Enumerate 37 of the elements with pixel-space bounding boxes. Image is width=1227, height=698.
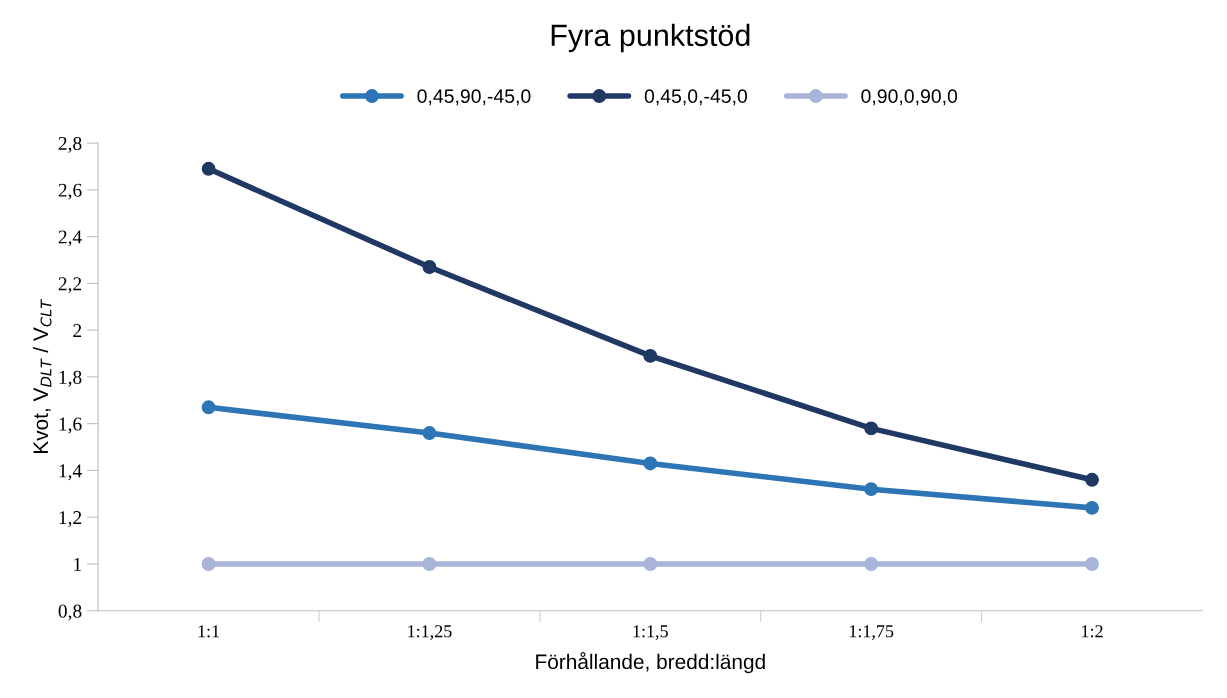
y-tick-label: 1,2: [59, 511, 82, 527]
point: [864, 557, 879, 571]
point: [643, 557, 658, 571]
point: [422, 260, 437, 274]
point: [1085, 557, 1099, 571]
point: [201, 400, 216, 415]
point: [422, 557, 437, 571]
y-tick-label: 0,8: [58, 604, 82, 621]
legend-label: 0,45,90,-45,0: [417, 89, 531, 106]
point: [201, 557, 216, 571]
point: [1085, 500, 1099, 515]
y-tick-label: 1,6: [59, 417, 82, 434]
y-tick-label: 2: [73, 324, 82, 337]
x-tick-label: 1:1: [198, 625, 220, 638]
point: [1085, 472, 1099, 487]
y-tick-label: 2,4: [58, 230, 82, 247]
point: [422, 426, 437, 440]
y-tick-label: 1,8: [59, 370, 82, 387]
y-tick-label: 2,6: [58, 183, 82, 200]
legend-label: 0,45,0,-45,0: [644, 89, 748, 106]
x-tick-label: 1:2: [1082, 625, 1103, 638]
point: [864, 482, 879, 497]
chart-title: Fyra punktstöd: [551, 23, 750, 53]
x-tick-label: 1:1,75: [849, 625, 894, 640]
y-tick-label: 2,8: [58, 136, 82, 153]
x-axis-title: Förhållande, bredd:längd: [536, 652, 765, 674]
legend-label: 0,90,0,90,0: [861, 89, 958, 106]
y-axis-title: Kvot, V$_{DLT}$ / V$_{CLT}$: [32, 298, 52, 454]
point: [643, 348, 658, 363]
y-tick-label: 1,4: [59, 464, 82, 481]
point: [201, 161, 216, 176]
point: [643, 456, 658, 471]
y-tick-label: 1: [74, 557, 82, 571]
x-tick-label: 1:1,5: [633, 625, 668, 640]
x-tick-label: 1:1,25: [408, 625, 452, 640]
y-tick-label: 2,2: [58, 277, 82, 294]
point: [864, 421, 879, 436]
